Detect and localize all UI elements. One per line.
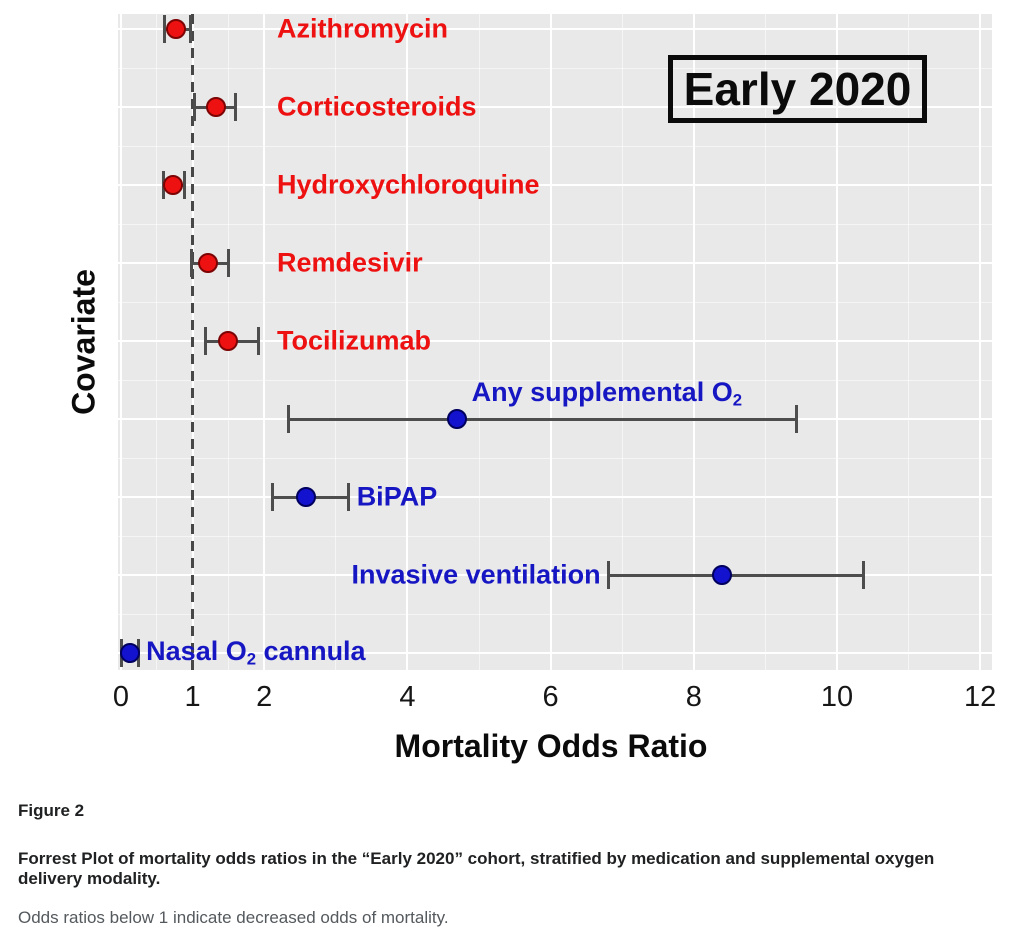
covariate-label-text: Azithromycin [277,13,449,44]
covariate-label: Remdesivir [277,247,423,278]
gridline-minor-horizontal [118,535,992,537]
gridline-minor-vertical [156,14,158,670]
x-tick-label: 6 [542,681,559,713]
reference-line-or1 [191,14,195,670]
gridline-major-vertical [549,14,552,670]
ci-cap [347,483,351,511]
y-axis-title: Covariate [65,269,102,415]
odds-ratio-point [166,19,187,39]
gridline-major-horizontal [118,340,992,342]
x-tick-label: 10 [820,681,854,713]
gridline-minor-vertical [908,14,910,670]
figure-note: Odds ratios below 1 indicate decreased o… [18,908,449,927]
gridline-major-horizontal [118,652,992,654]
gridline-major-vertical [120,14,122,670]
gridline-minor-horizontal [118,613,992,615]
odds-ratio-point [295,487,316,507]
ci-bar [608,573,864,577]
gridline-major-horizontal [118,262,992,264]
figure-caption-block: Figure 2 Forrest Plot of mortality odds … [18,801,1003,928]
covariate-label: Azithromycin [277,13,449,44]
gridline-minor-vertical [478,14,480,670]
ci-cap [190,249,194,277]
gridline-minor-horizontal [118,301,992,303]
gridline-minor-vertical [335,14,337,670]
covariate-label: Nasal O2 cannula [146,635,366,669]
ci-bar [288,417,797,421]
covariate-label-text: Hydroxychloroquine [277,169,540,200]
covariate-label: BiPAP [356,481,438,512]
covariate-label: Corticosteroids [277,91,477,122]
gridline-minor-horizontal [118,223,992,225]
ci-cap [861,561,865,589]
ci-cap [270,483,274,511]
covariate-label-text: 2 [246,649,257,669]
gridline-major-vertical [692,14,695,670]
gridline-minor-vertical [621,14,623,670]
x-axis-title: Mortality Odds Ratio [394,728,708,764]
forest-rows: Azithromycin Corticosteroids Hydroxychloro… [118,14,992,670]
cohort-label: Early 2020 [683,63,912,115]
ci-cap [287,405,291,433]
covariate-label-text: Nasal O [146,635,247,666]
ci-cap [188,15,192,43]
cohort-label-box: Early 2020 [668,55,927,123]
ci-cap [193,93,197,121]
gridline-major-horizontal [118,106,992,108]
odds-ratio-point [446,409,467,429]
covariate-label-text: BiPAP [356,481,438,512]
figure-label: Figure 2 [18,801,85,820]
ci-cap [607,561,611,589]
ci-cap [161,171,165,199]
x-tick-label: 0 [112,681,130,713]
covariate-label: Tocilizumab [277,325,432,356]
covariate-label: Invasive ventilation [351,559,601,590]
x-tick-label: 4 [399,681,416,713]
x-tick-label: 8 [685,681,702,713]
covariate-label-text: Corticosteroids [277,91,477,122]
ci-cap [226,249,230,277]
covariate-label-text: Tocilizumab [277,325,432,356]
odds-ratio-point [206,97,227,117]
covariate-label-text: Invasive ventilation [351,559,601,590]
gridline-minor-horizontal [118,379,992,381]
covariate-label: Any supplemental O2 [471,376,743,410]
odds-ratio-point [712,565,733,585]
gridline-major-horizontal [118,496,992,498]
gridline-minor-horizontal [118,145,992,147]
ci-cap [163,15,167,43]
ci-cap [795,405,799,433]
covariate-label-text: cannula [256,635,366,666]
x-tick-label: 2 [256,681,273,713]
gridline-major-horizontal [118,28,992,30]
plot-panel: Azithromycin Corticosteroids Hydroxychloro… [118,14,992,670]
figure-caption: Forrest Plot of mortality odds ratios in… [18,849,935,888]
gridline-major-vertical [406,14,409,670]
gridline-major-horizontal [118,184,992,186]
gridline-minor-vertical [764,14,766,670]
gridline-major-vertical [836,14,838,670]
x-tick-label: 12 [964,681,997,713]
ci-cap [256,327,260,355]
covariate-label-text: Any supplemental O [471,376,733,407]
covariate-label-text: Remdesivir [277,247,423,278]
x-tick-label: 1 [184,681,201,713]
ci-cap [203,327,207,355]
gridline-major-vertical [263,14,266,670]
gridline-minor-horizontal [118,67,992,69]
gridline-major-vertical [979,14,982,670]
gridline-minor-horizontal [118,457,992,459]
odds-ratio-point [218,331,239,351]
odds-ratio-point [163,175,184,195]
gridline-major-horizontal [118,574,992,576]
odds-ratio-point [119,643,140,663]
covariate-label-text: 2 [732,390,743,410]
ci-cap [183,171,187,199]
odds-ratio-point [197,253,218,273]
ci-cap [234,93,238,121]
covariate-label: Hydroxychloroquine [277,169,540,200]
